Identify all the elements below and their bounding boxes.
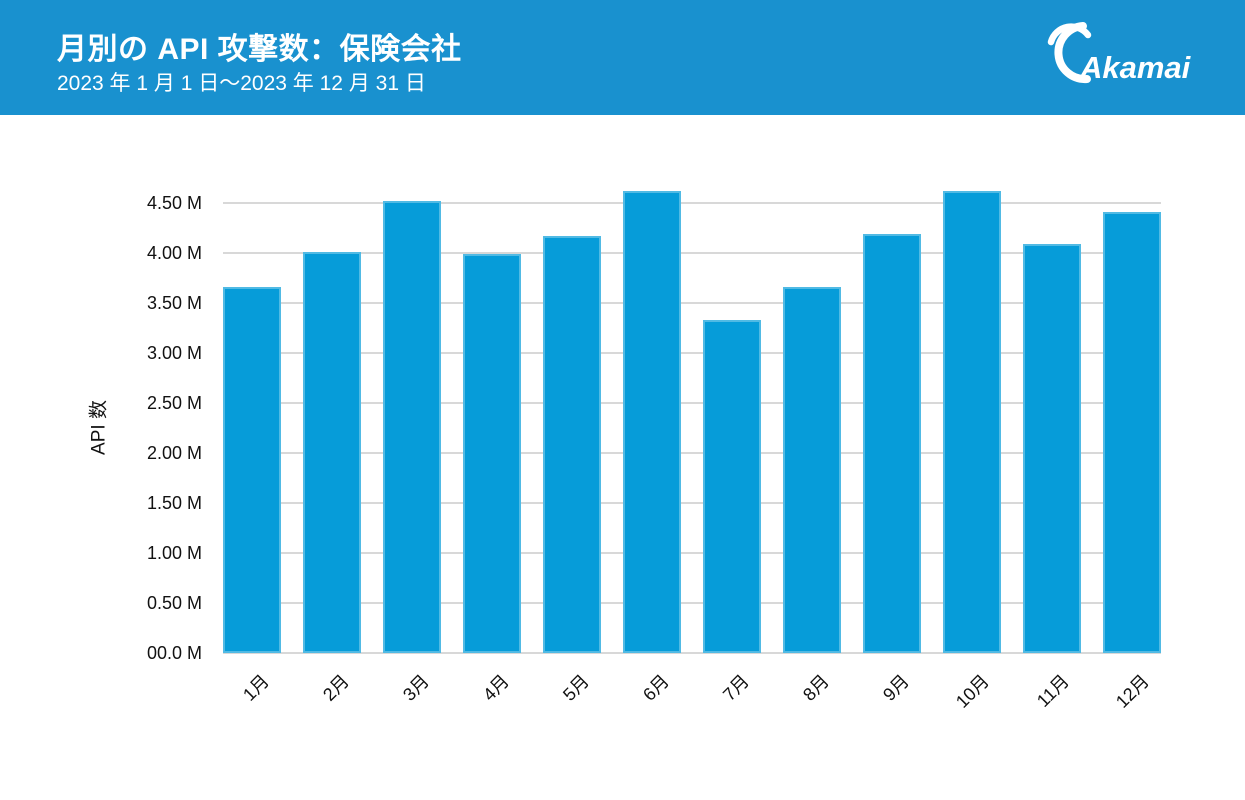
gridline [223,552,1161,554]
bar-10月 [943,191,1001,653]
x-tick-label: 1月 [239,670,273,705]
y-tick-label: 2.50 M [146,393,202,413]
bar-3月 [383,201,441,653]
y-tick-label: 1.50 M [146,493,202,513]
bar-6月 [623,191,681,653]
gridline [223,452,1161,454]
y-tick-label: 4.00 M [146,243,202,263]
x-tick-label: 11月 [1032,670,1073,711]
gridline [223,502,1161,504]
page-title: 月別の API 攻撃数：保険会社 [57,33,462,66]
bar-11月 [1023,244,1081,653]
bar-7月 [703,320,761,653]
gridline [223,202,1161,204]
bar-12月 [1103,212,1161,653]
bar-4月 [463,254,521,653]
akamai-logo: Akamai [1040,22,1208,88]
akamai-wordmark: Akamai [1079,50,1192,85]
x-tick-label: 8月 [799,670,833,705]
akamai-swoosh-inner-arc [1047,23,1092,46]
bar-9月 [863,234,921,653]
y-tick-label: 1.00 M [146,543,202,563]
gridline [223,252,1161,254]
gridline [223,302,1161,304]
bar-5月 [543,236,601,653]
x-tick-label: 9月 [879,670,913,705]
gridline [223,602,1161,604]
x-tick-label: 12月 [1111,670,1153,712]
date-range-subtitle: 2023 年 1 月 1 日～2023 年 12 月 31 日 [57,72,426,95]
gridline [223,352,1161,354]
bar-8月 [783,287,841,653]
x-tick-label: 4月 [479,670,513,705]
y-tick-label: 2.00 M [146,443,202,463]
x-tick-label: 6月 [639,670,673,705]
x-tick-label: 5月 [559,670,593,705]
x-tick-label: 7月 [719,670,753,705]
y-tick-label: 3.50 M [146,293,202,313]
header-banner: 月別の API 攻撃数：保険会社 2023 年 1 月 1 日～2023 年 1… [0,0,1245,115]
bar-2月 [303,252,361,653]
y-tick-label: 4.50 M [146,193,202,213]
y-tick-label: 0.50 M [146,593,202,613]
x-tick-label: 2月 [319,670,353,705]
gridline [223,652,1161,654]
gridline [223,402,1161,404]
y-tick-label: 3.00 M [146,343,202,363]
y-tick-label: 00.0 M [146,643,202,663]
bar-1月 [223,287,281,653]
x-tick-label: 3月 [399,670,433,705]
x-tick-label: 10月 [951,670,993,712]
y-axis-title: API 数 [88,400,110,455]
